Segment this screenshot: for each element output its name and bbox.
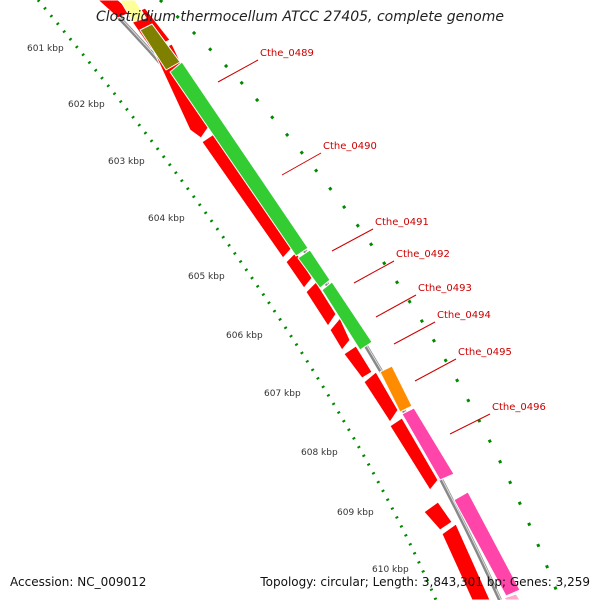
feature-label[interactable]: Cthe_0494	[437, 310, 491, 321]
gene-block[interactable]	[503, 593, 521, 600]
feature-label[interactable]: Cthe_0493	[418, 283, 472, 294]
reverse-strand-track	[119, 0, 521, 600]
gene-block[interactable]	[401, 407, 455, 481]
feature-label[interactable]: Cthe_0489	[260, 48, 314, 59]
tick-label: 608 kbp	[301, 448, 338, 458]
gene-block[interactable]	[169, 61, 309, 257]
tick-label: 605 kbp	[188, 272, 225, 282]
feature-leader-line	[414, 358, 457, 382]
tick-label: 610 kbp	[372, 565, 409, 575]
gene-block[interactable]	[139, 23, 181, 71]
feature-leader-line	[331, 228, 374, 252]
feature-label[interactable]: Cthe_0490	[323, 141, 377, 152]
feature-label[interactable]: Cthe_0495	[458, 347, 512, 358]
cds-arrow[interactable]	[363, 371, 399, 423]
forward-strand-track	[97, 0, 491, 600]
tick-label: 606 kbp	[226, 331, 263, 341]
cds-arrow[interactable]	[389, 417, 439, 491]
scale-dotted-ring	[36, 0, 438, 600]
feature-leader-line	[353, 260, 395, 284]
feature-leader-line	[375, 294, 417, 318]
tick-label: 607 kbp	[264, 389, 301, 399]
gene-block[interactable]	[119, 0, 147, 23]
topology-label: Topology: circular; Length: 3,843,301 bp…	[260, 575, 590, 589]
feature-leader-line	[393, 321, 436, 345]
feature-leader-line	[217, 59, 259, 83]
tick-label: 603 kbp	[108, 157, 145, 167]
accession-label: Accession: NC_009012	[10, 575, 147, 589]
feature-labels: Cthe_0489 Cthe_0490 Cthe_0491 Cthe_0492 Cthe…	[217, 48, 546, 435]
cds-arrow[interactable]	[201, 133, 293, 259]
gene-block[interactable]	[321, 281, 373, 351]
feature-label[interactable]: Cthe_0496	[492, 402, 546, 413]
cds-arrow[interactable]	[343, 345, 373, 379]
tick-label: 604 kbp	[148, 214, 185, 224]
cds-arrow[interactable]	[329, 317, 351, 351]
tick-label: 601 kbp	[27, 44, 64, 54]
feature-label[interactable]: Cthe_0492	[396, 249, 450, 260]
cds-arrow[interactable]	[285, 251, 313, 289]
gene-block[interactable]	[379, 365, 413, 413]
feature-label[interactable]: Cthe_0491	[375, 217, 429, 228]
feature-leader-line	[449, 413, 491, 435]
cds-arrow[interactable]	[423, 501, 453, 531]
tick-label: 609 kbp	[337, 508, 374, 518]
feature-leader-line	[281, 152, 322, 176]
gene-block[interactable]	[453, 491, 521, 597]
cds-arrow[interactable]	[305, 281, 337, 327]
tick-label: 602 kbp	[68, 100, 105, 110]
map-title: Clostridium thermocellum ATCC 27405, com…	[96, 9, 504, 25]
cds-arrow[interactable]	[441, 523, 491, 600]
scale-tick-labels: 601 kbp 602 kbp 603 kbp 604 kbp 605 kbp 606 k…	[27, 44, 409, 575]
gene-block[interactable]	[297, 249, 331, 289]
